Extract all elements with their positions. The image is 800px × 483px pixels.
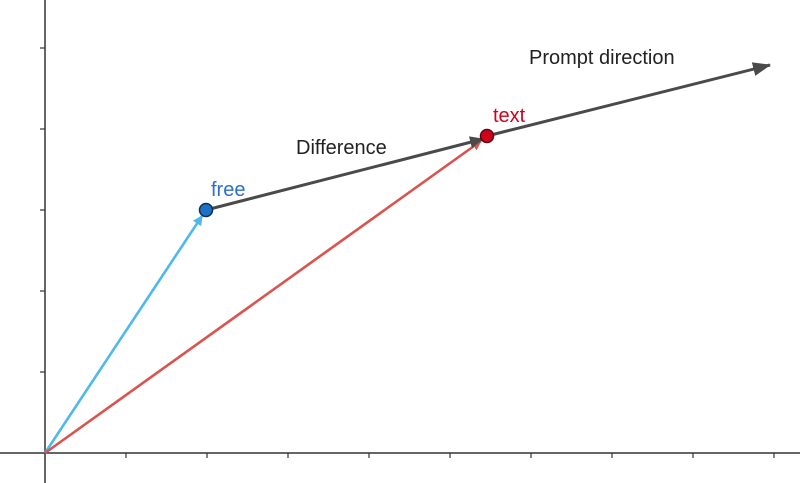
difference-arrow [205,136,484,212]
free-vector-arrow [43,215,204,454]
prompt-direction-arrow [486,62,771,138]
text-vector-arrow [44,139,482,455]
y-axis-ticks [40,47,45,373]
free-label: free [211,179,245,201]
prompt-direction-label: Prompt direction [529,47,675,69]
x-axis-ticks [125,453,775,458]
text-point [479,128,495,144]
free-point [198,202,214,218]
difference-label: Difference [296,137,387,159]
text-label: text [493,105,526,127]
